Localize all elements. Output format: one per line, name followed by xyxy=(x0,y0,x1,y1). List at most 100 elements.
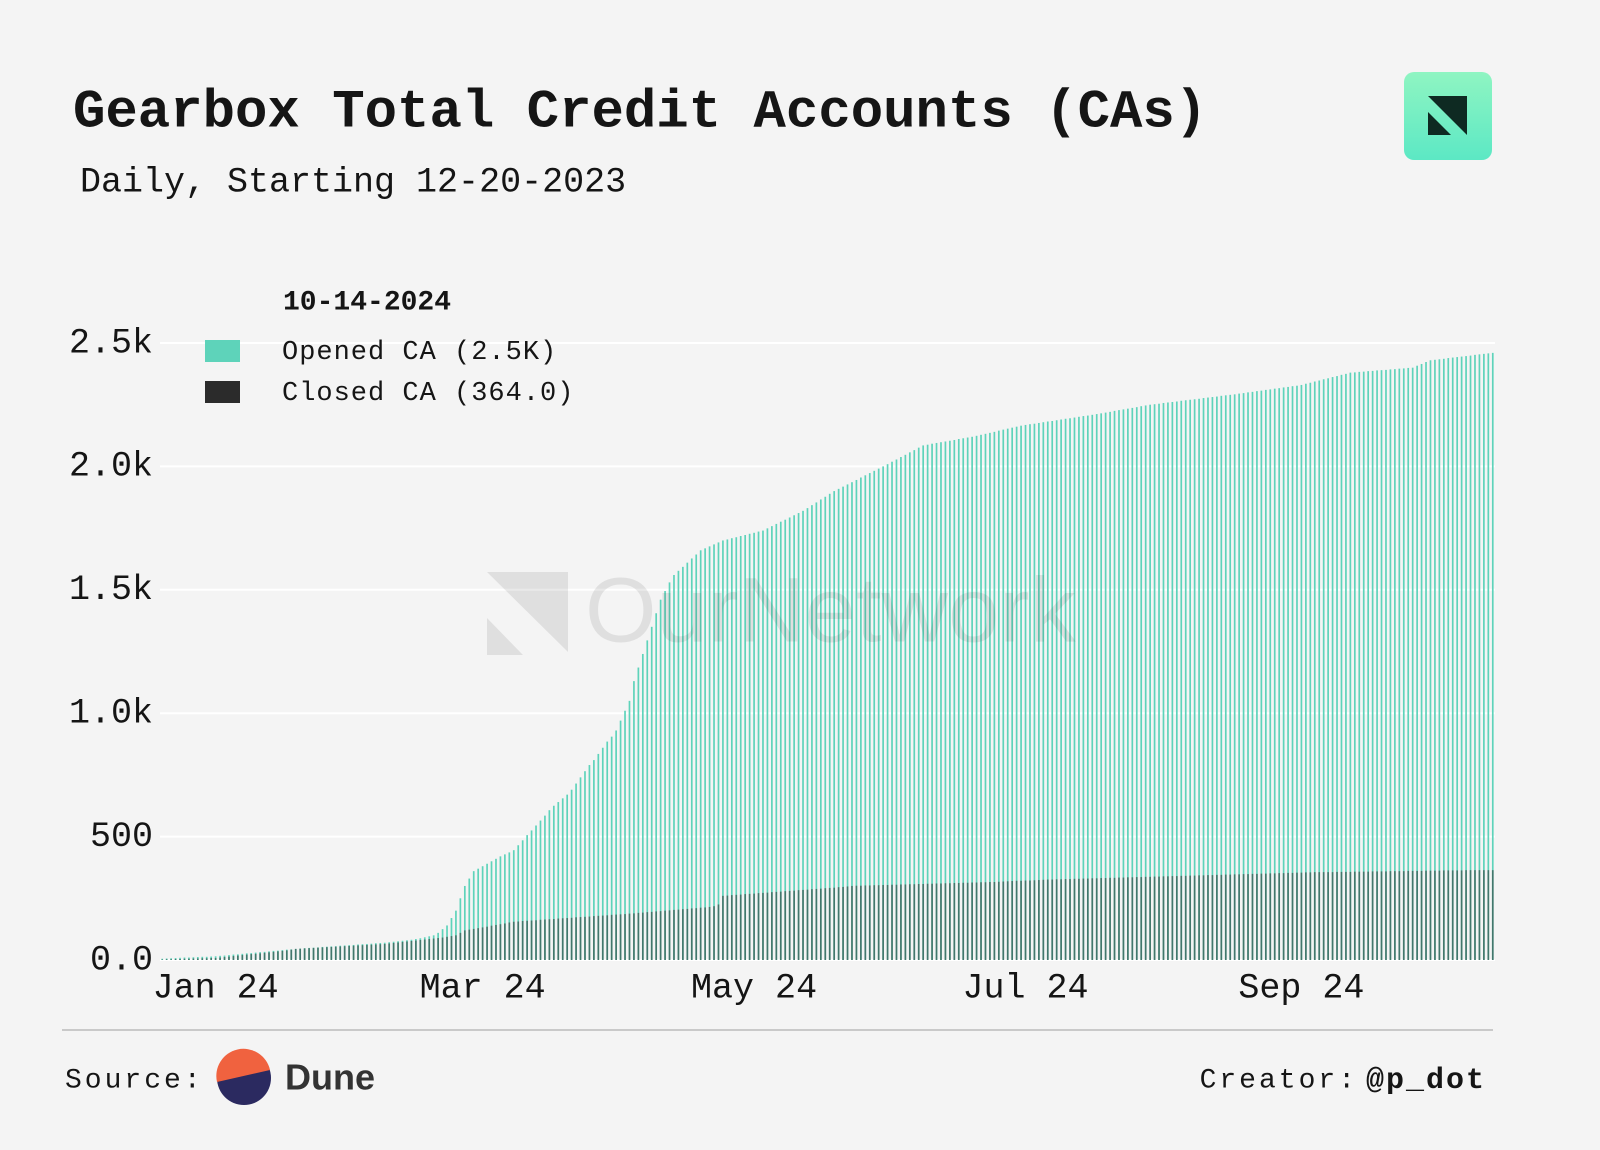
bar xyxy=(1011,881,1014,960)
bar xyxy=(668,910,671,960)
bar xyxy=(1411,367,1414,960)
bar xyxy=(1127,408,1129,960)
bar xyxy=(677,909,680,960)
bar xyxy=(1095,878,1098,960)
bar xyxy=(664,910,666,960)
bar xyxy=(477,868,480,960)
bar xyxy=(504,923,506,960)
bar xyxy=(1189,399,1192,960)
bar xyxy=(606,915,609,960)
bar xyxy=(655,911,658,960)
bar xyxy=(1033,880,1036,960)
bar xyxy=(873,470,876,960)
bar xyxy=(1273,873,1276,960)
bar xyxy=(1002,429,1005,960)
bar xyxy=(1042,879,1045,960)
bar xyxy=(557,802,560,960)
bar xyxy=(1175,401,1178,961)
bar xyxy=(1171,876,1174,960)
bar xyxy=(326,947,328,960)
bar xyxy=(895,459,898,960)
bar xyxy=(455,935,457,960)
bar xyxy=(659,911,662,960)
bar xyxy=(904,454,907,960)
bar xyxy=(1131,877,1134,960)
bar xyxy=(686,562,689,960)
bar xyxy=(1287,872,1289,960)
bar xyxy=(584,771,586,960)
bar xyxy=(472,871,475,960)
bar xyxy=(633,681,635,960)
bar xyxy=(855,885,858,960)
dune-logo xyxy=(216,1048,271,1105)
bar xyxy=(544,815,546,960)
bar xyxy=(1469,870,1472,960)
bar xyxy=(793,515,795,960)
bar xyxy=(1033,423,1036,960)
bar xyxy=(793,890,795,960)
bar xyxy=(1082,878,1085,960)
bar xyxy=(739,535,742,960)
bar xyxy=(299,948,302,960)
bar xyxy=(771,892,773,960)
bar xyxy=(997,430,1000,960)
bar xyxy=(1006,881,1009,960)
bar xyxy=(1078,878,1080,960)
bar xyxy=(1051,879,1054,960)
bar xyxy=(931,883,933,960)
bar xyxy=(1198,398,1200,960)
bar xyxy=(1353,372,1356,960)
x-tick-label: Sep 24 xyxy=(1238,968,1364,1008)
bar xyxy=(846,886,849,960)
creator-name: @p_dot xyxy=(1366,1064,1486,1098)
bar xyxy=(1202,875,1205,960)
bar xyxy=(170,958,172,960)
bar xyxy=(1438,870,1441,960)
bar xyxy=(1064,879,1067,960)
bar xyxy=(1362,871,1365,960)
bar xyxy=(285,950,288,960)
bar xyxy=(1264,873,1267,960)
bar xyxy=(223,957,226,960)
bar xyxy=(1060,879,1062,960)
bar xyxy=(268,952,270,960)
bar xyxy=(784,891,787,960)
bar xyxy=(641,912,644,960)
bar xyxy=(499,924,502,960)
bar xyxy=(704,907,706,960)
bar xyxy=(1483,353,1485,960)
bar xyxy=(339,946,342,960)
bar xyxy=(695,554,698,960)
bar xyxy=(183,958,186,960)
bar xyxy=(552,805,555,960)
bar xyxy=(860,885,862,960)
bar xyxy=(1411,870,1414,960)
bar xyxy=(1247,392,1249,960)
bar xyxy=(419,940,422,960)
bar xyxy=(1242,874,1245,960)
bar xyxy=(1078,416,1080,960)
bar xyxy=(1442,358,1445,961)
bar xyxy=(1474,870,1476,960)
bar xyxy=(1309,872,1312,960)
bar xyxy=(1425,870,1427,960)
bar xyxy=(1340,871,1343,960)
bar xyxy=(1264,389,1267,961)
bar xyxy=(1322,872,1325,960)
bar xyxy=(210,958,213,960)
bar xyxy=(806,889,809,960)
bar xyxy=(886,464,889,960)
bar xyxy=(846,484,849,960)
bar xyxy=(263,952,266,960)
bar xyxy=(717,542,720,960)
bar xyxy=(1020,880,1022,960)
bar xyxy=(512,921,515,960)
bar xyxy=(352,945,355,960)
bar xyxy=(330,946,333,960)
bar xyxy=(1491,352,1494,960)
bar xyxy=(1069,418,1071,960)
bar xyxy=(1456,357,1459,960)
bar xyxy=(1091,878,1094,960)
bar xyxy=(1460,356,1463,961)
bar xyxy=(1086,878,1089,960)
